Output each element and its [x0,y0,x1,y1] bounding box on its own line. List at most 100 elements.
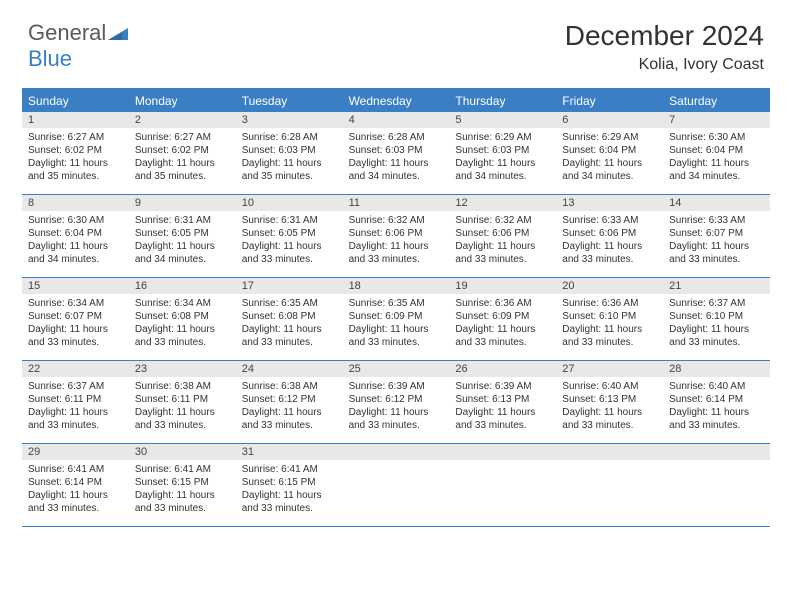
sunrise-line: Sunrise: 6:41 AM [242,463,337,476]
sunset-line: Sunset: 6:04 PM [562,144,657,157]
sunrise-line: Sunrise: 6:40 AM [669,380,764,393]
sunrise-line: Sunrise: 6:27 AM [135,131,230,144]
sunrise-line: Sunrise: 6:39 AM [455,380,550,393]
calendar-day: 24Sunrise: 6:38 AMSunset: 6:12 PMDayligh… [236,361,343,443]
day-details: Sunrise: 6:34 AMSunset: 6:07 PMDaylight:… [22,294,129,353]
day-number: 25 [343,361,450,377]
logo-text: General Blue [28,20,128,72]
day-details: Sunrise: 6:40 AMSunset: 6:14 PMDaylight:… [663,377,770,436]
daylight-line: Daylight: 11 hours and 33 minutes. [242,406,337,432]
sunrise-line: Sunrise: 6:37 AM [28,380,123,393]
sunrise-line: Sunrise: 6:34 AM [135,297,230,310]
calendar-day: 26Sunrise: 6:39 AMSunset: 6:13 PMDayligh… [449,361,556,443]
calendar-day [449,444,556,526]
sunrise-line: Sunrise: 6:27 AM [28,131,123,144]
sunrise-line: Sunrise: 6:31 AM [135,214,230,227]
calendar-day: 14Sunrise: 6:33 AMSunset: 6:07 PMDayligh… [663,195,770,277]
weekday-label: Wednesday [343,90,450,112]
calendar-day: 3Sunrise: 6:28 AMSunset: 6:03 PMDaylight… [236,112,343,194]
calendar-day: 4Sunrise: 6:28 AMSunset: 6:03 PMDaylight… [343,112,450,194]
sunrise-line: Sunrise: 6:41 AM [28,463,123,476]
day-details: Sunrise: 6:30 AMSunset: 6:04 PMDaylight:… [22,211,129,270]
day-number: 2 [129,112,236,128]
daylight-line: Daylight: 11 hours and 33 minutes. [28,489,123,515]
daylight-line: Daylight: 11 hours and 34 minutes. [28,240,123,266]
daylight-line: Daylight: 11 hours and 35 minutes. [28,157,123,183]
day-number: 17 [236,278,343,294]
day-details: Sunrise: 6:28 AMSunset: 6:03 PMDaylight:… [343,128,450,187]
sunset-line: Sunset: 6:03 PM [455,144,550,157]
sunset-line: Sunset: 6:14 PM [669,393,764,406]
sunset-line: Sunset: 6:13 PM [455,393,550,406]
daylight-line: Daylight: 11 hours and 33 minutes. [455,323,550,349]
sunrise-line: Sunrise: 6:35 AM [242,297,337,310]
day-number: 29 [22,444,129,460]
daylight-line: Daylight: 11 hours and 33 minutes. [349,323,444,349]
day-number: 30 [129,444,236,460]
logo-triangle-icon [108,20,128,36]
sunset-line: Sunset: 6:14 PM [28,476,123,489]
daylight-line: Daylight: 11 hours and 33 minutes. [562,240,657,266]
day-number [449,444,556,460]
calendar-day: 17Sunrise: 6:35 AMSunset: 6:08 PMDayligh… [236,278,343,360]
sunrise-line: Sunrise: 6:39 AM [349,380,444,393]
calendar-week: 29Sunrise: 6:41 AMSunset: 6:14 PMDayligh… [22,444,770,527]
sunrise-line: Sunrise: 6:38 AM [135,380,230,393]
day-details: Sunrise: 6:41 AMSunset: 6:14 PMDaylight:… [22,460,129,519]
sunrise-line: Sunrise: 6:36 AM [562,297,657,310]
sunset-line: Sunset: 6:13 PM [562,393,657,406]
day-details: Sunrise: 6:31 AMSunset: 6:05 PMDaylight:… [129,211,236,270]
daylight-line: Daylight: 11 hours and 33 minutes. [669,323,764,349]
daylight-line: Daylight: 11 hours and 33 minutes. [242,323,337,349]
sunset-line: Sunset: 6:03 PM [349,144,444,157]
calendar-day: 19Sunrise: 6:36 AMSunset: 6:09 PMDayligh… [449,278,556,360]
sunset-line: Sunset: 6:05 PM [135,227,230,240]
calendar-day: 10Sunrise: 6:31 AMSunset: 6:05 PMDayligh… [236,195,343,277]
day-number [663,444,770,460]
calendar-day: 31Sunrise: 6:41 AMSunset: 6:15 PMDayligh… [236,444,343,526]
day-number: 9 [129,195,236,211]
day-number: 23 [129,361,236,377]
sunset-line: Sunset: 6:12 PM [349,393,444,406]
title-block: December 2024 Kolia, Ivory Coast [565,20,764,74]
header: General Blue December 2024 Kolia, Ivory … [0,0,792,82]
daylight-line: Daylight: 11 hours and 33 minutes. [135,323,230,349]
day-number: 3 [236,112,343,128]
daylight-line: Daylight: 11 hours and 33 minutes. [28,323,123,349]
calendar-day: 21Sunrise: 6:37 AMSunset: 6:10 PMDayligh… [663,278,770,360]
day-number: 26 [449,361,556,377]
day-details: Sunrise: 6:37 AMSunset: 6:11 PMDaylight:… [22,377,129,436]
day-number: 7 [663,112,770,128]
daylight-line: Daylight: 11 hours and 35 minutes. [135,157,230,183]
calendar-day: 30Sunrise: 6:41 AMSunset: 6:15 PMDayligh… [129,444,236,526]
daylight-line: Daylight: 11 hours and 34 minutes. [135,240,230,266]
day-number [556,444,663,460]
day-number: 20 [556,278,663,294]
daylight-line: Daylight: 11 hours and 33 minutes. [242,489,337,515]
sunset-line: Sunset: 6:15 PM [135,476,230,489]
sunset-line: Sunset: 6:04 PM [28,227,123,240]
sunrise-line: Sunrise: 6:33 AM [669,214,764,227]
daylight-line: Daylight: 11 hours and 33 minutes. [135,489,230,515]
weekday-label: Tuesday [236,90,343,112]
day-details: Sunrise: 6:35 AMSunset: 6:08 PMDaylight:… [236,294,343,353]
day-number: 19 [449,278,556,294]
sunrise-line: Sunrise: 6:38 AM [242,380,337,393]
day-details: Sunrise: 6:34 AMSunset: 6:08 PMDaylight:… [129,294,236,353]
sunset-line: Sunset: 6:08 PM [135,310,230,323]
daylight-line: Daylight: 11 hours and 34 minutes. [455,157,550,183]
calendar-day: 6Sunrise: 6:29 AMSunset: 6:04 PMDaylight… [556,112,663,194]
day-number: 14 [663,195,770,211]
sunrise-line: Sunrise: 6:36 AM [455,297,550,310]
calendar-day: 16Sunrise: 6:34 AMSunset: 6:08 PMDayligh… [129,278,236,360]
calendar-day: 9Sunrise: 6:31 AMSunset: 6:05 PMDaylight… [129,195,236,277]
day-number [343,444,450,460]
calendar-week: 22Sunrise: 6:37 AMSunset: 6:11 PMDayligh… [22,361,770,444]
sunset-line: Sunset: 6:02 PM [28,144,123,157]
calendar-day: 18Sunrise: 6:35 AMSunset: 6:09 PMDayligh… [343,278,450,360]
day-details: Sunrise: 6:32 AMSunset: 6:06 PMDaylight:… [343,211,450,270]
day-details: Sunrise: 6:30 AMSunset: 6:04 PMDaylight:… [663,128,770,187]
sunrise-line: Sunrise: 6:29 AM [455,131,550,144]
day-number: 8 [22,195,129,211]
day-number: 6 [556,112,663,128]
